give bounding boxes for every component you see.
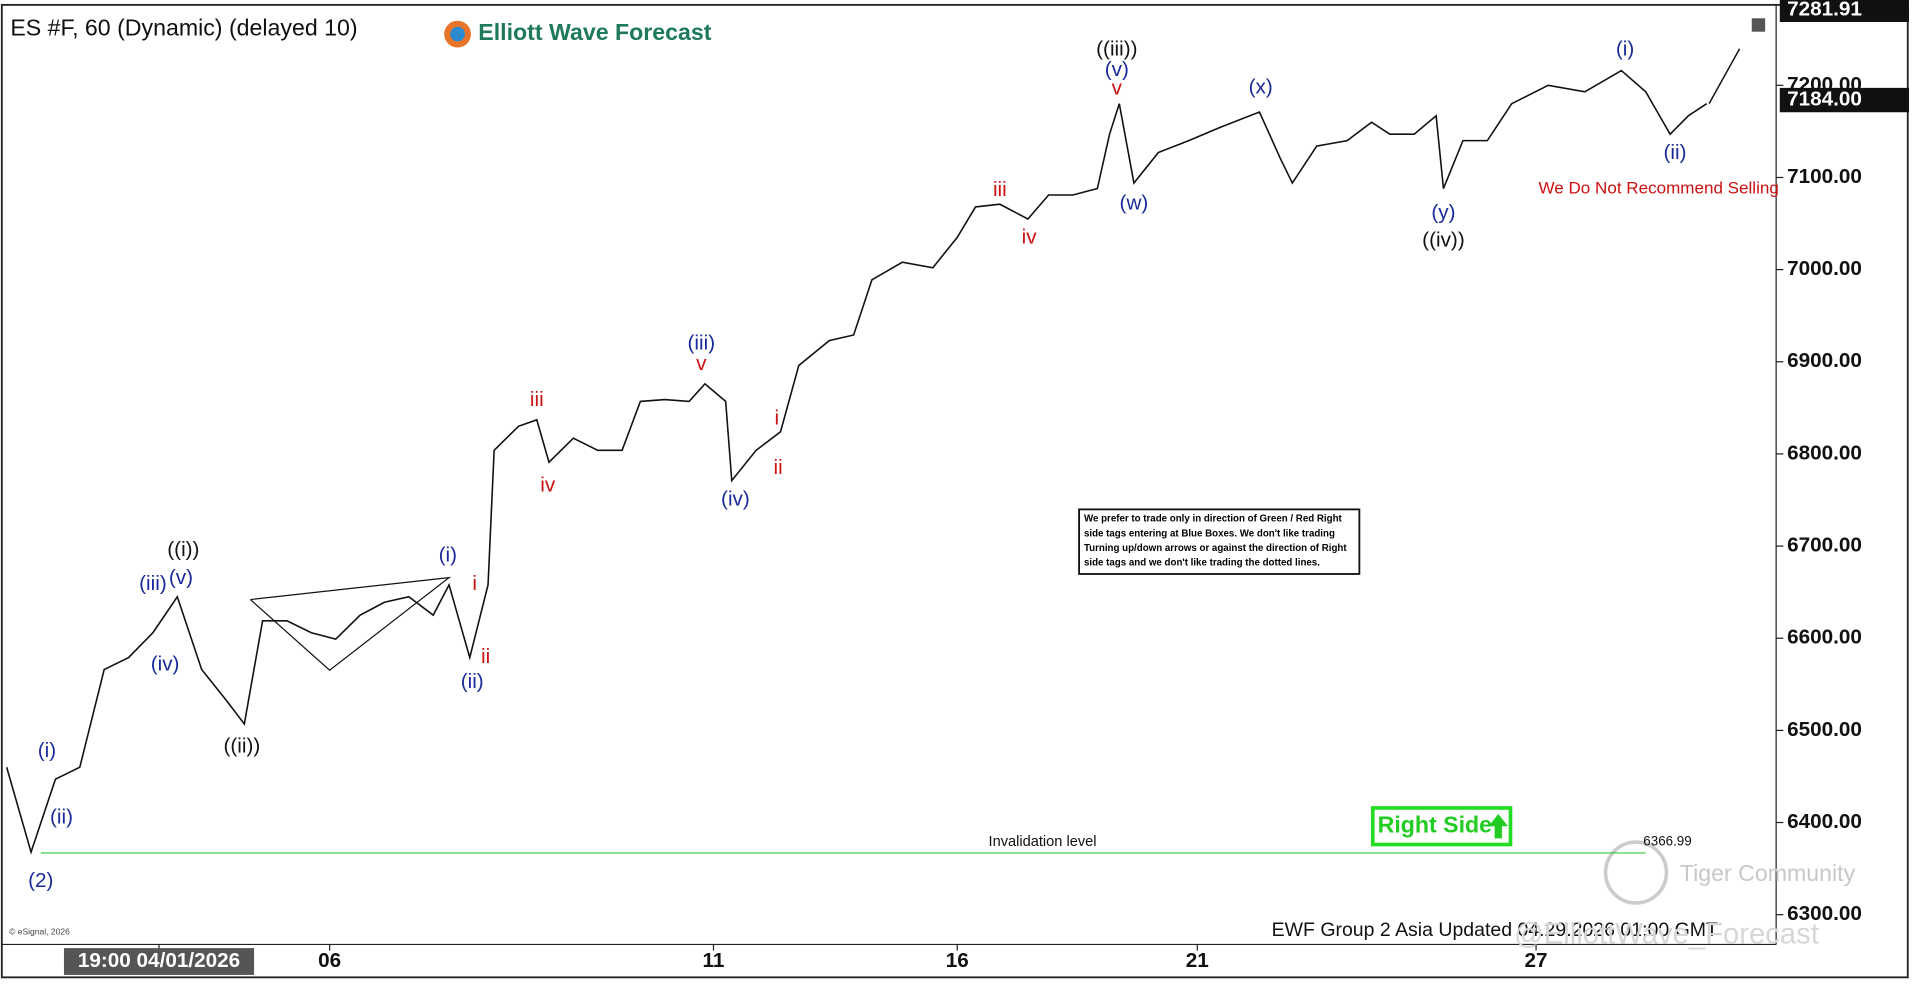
wave-label: ii (773, 456, 782, 479)
wave-label: (iii) (139, 572, 167, 595)
wave-label: (i) (1616, 38, 1634, 61)
note-line: Turning up/down arrows or against the di… (1084, 543, 1347, 554)
frame (0, 3, 1909, 979)
x-tick-label: 16 (946, 949, 969, 972)
y-tick-label: 6300.00 (1787, 902, 1862, 925)
wave-label: (ii) (50, 805, 73, 828)
logo-text: Elliott Wave Forecast (478, 19, 711, 45)
wave-label: ii (481, 645, 490, 668)
price-line (5, 69, 1708, 855)
note-box: We prefer to trade only in direction of … (1078, 508, 1361, 575)
x-tick-box (63, 948, 255, 975)
wave-label: (iv) (151, 652, 180, 675)
y-tick-label: 7100.00 (1787, 165, 1862, 188)
wave-label: (i) (38, 739, 56, 762)
wave-label: (x) (1249, 76, 1273, 99)
invalidation-text: Invalidation level (989, 834, 1097, 850)
right-side-box (1370, 806, 1513, 847)
logo-icon (450, 26, 465, 42)
price-box-label: 7184.00 (1787, 88, 1862, 111)
invalidation-value: 6366.99 (1643, 834, 1691, 849)
x-tick-label: 06 (318, 949, 341, 972)
updated-text: EWF Group 2 Asia Updated 04.29.2026 01:0… (1272, 919, 1718, 941)
wave-label: (w) (1120, 192, 1149, 215)
wave-label: iv (540, 474, 556, 497)
x-tick-label: 19:00 04/01/2026 (78, 949, 240, 972)
x-tick-label: 11 (703, 949, 725, 972)
price-box (1779, 0, 1909, 23)
wave-label: (iii) (688, 332, 716, 355)
note-line: side tags entering at Blue Boxes. We don… (1084, 528, 1335, 539)
x-tick-label: 21 (1186, 949, 1209, 972)
wave-label: (y) (1431, 201, 1455, 224)
wave-label: ((i)) (167, 538, 199, 561)
y-tick-label: 6400.00 (1787, 810, 1862, 833)
wave-label: ((ii)) (223, 734, 260, 757)
note-line: We prefer to trade only in direction of … (1084, 514, 1343, 525)
note-line: side tags and we don't like trading the … (1084, 558, 1320, 569)
wave-label: (v) (169, 566, 193, 589)
wave-label: ((iii)) (1096, 38, 1137, 61)
up-arrow (1488, 814, 1509, 839)
note-frame (1078, 508, 1361, 575)
copyright: © eSignal, 2026 (9, 927, 70, 937)
wave-label: i (472, 572, 477, 595)
wave-label: i (775, 406, 780, 429)
wave-label: v (696, 352, 707, 375)
price-box-label: 7281.91 (1787, 0, 1862, 20)
y-tick-label: 6800.00 (1787, 441, 1862, 464)
y-tick-label: 6700.00 (1787, 534, 1862, 557)
watermark-icon (1603, 840, 1669, 905)
price-box (1779, 87, 1909, 113)
watermark-handle: @ElliottWave_Forecast (1514, 919, 1819, 951)
wave-label: iii (993, 178, 1007, 201)
wave-label: iv (1022, 226, 1038, 249)
y-tick-label: 7000.00 (1787, 257, 1862, 280)
wave-label: iii (530, 388, 544, 411)
right-side-text: Right Side (1378, 811, 1493, 837)
wave-label: (ii) (461, 670, 484, 693)
wave-label: ((iv)) (1422, 229, 1465, 252)
triangle (250, 576, 452, 672)
chart-title: ES #F, 60 (Dynamic) (delayed 10) (10, 14, 357, 40)
y-tick-label: 6500.00 (1787, 718, 1862, 741)
wave-label: (iv) (721, 487, 750, 510)
watermark: Tiger Community (1680, 860, 1856, 886)
projection-arrow (1708, 48, 1741, 104)
wave-label: v (1112, 76, 1123, 99)
window-icon (1751, 18, 1766, 32)
logo: Elliott Wave Forecast (444, 19, 712, 48)
x-tick-label: 27 (1525, 949, 1548, 972)
wave-label: (2) (28, 869, 53, 892)
y-tick-label: 6600.00 (1787, 626, 1862, 649)
wave-label: (i) (439, 544, 457, 567)
y-tick-label: 6900.00 (1787, 349, 1862, 372)
wave-label: (v) (1105, 58, 1129, 81)
warning-text: We Do Not Recommend Selling (1539, 178, 1779, 197)
wave-label: (ii) (1663, 141, 1686, 164)
